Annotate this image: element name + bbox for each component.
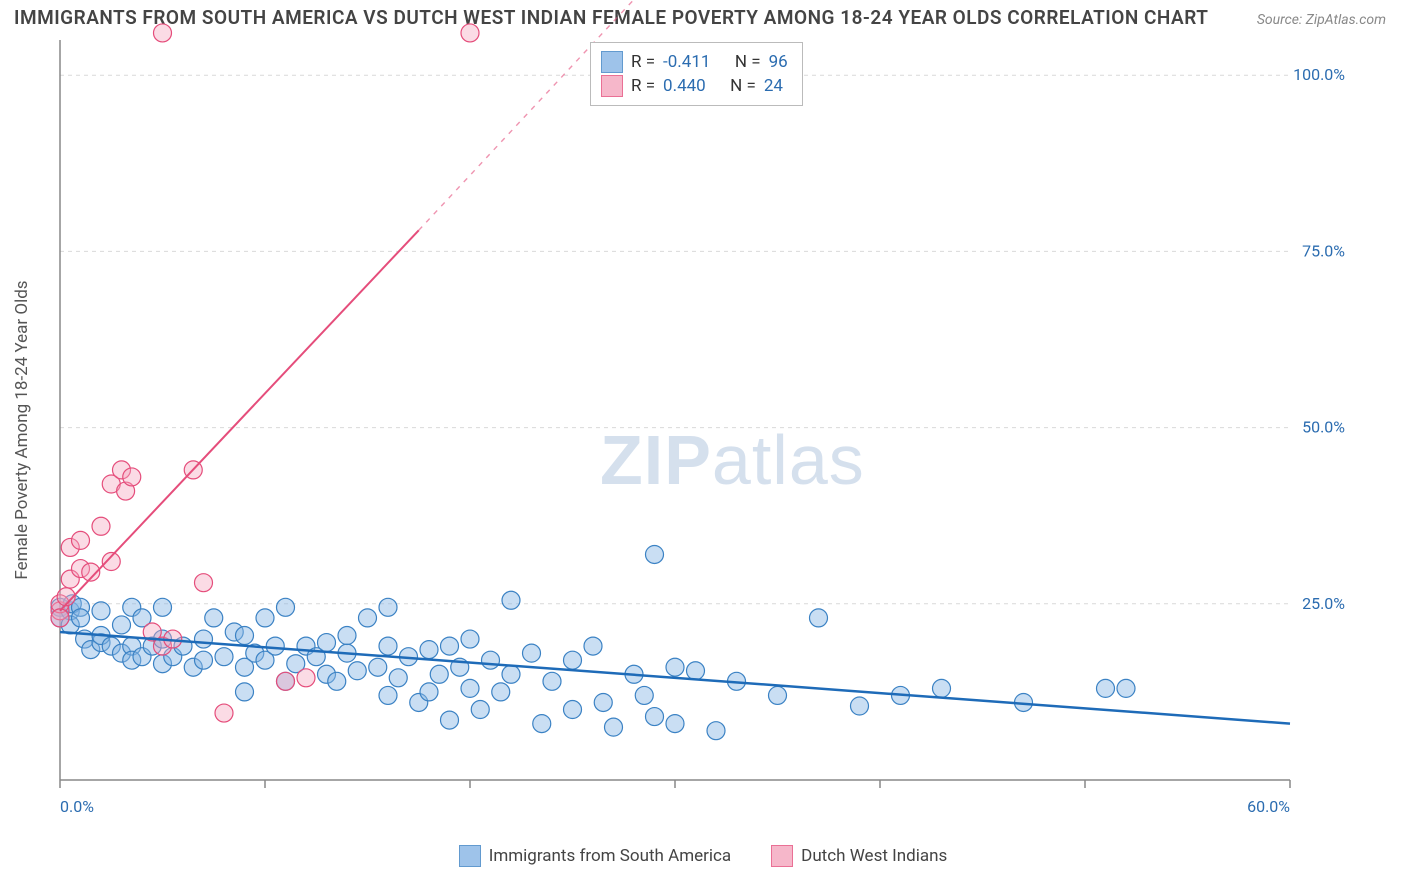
r-label: R = <box>631 52 655 72</box>
data-point <box>646 545 664 563</box>
data-point <box>236 683 254 701</box>
y-tick-label: 25.0% <box>1302 594 1345 613</box>
data-point <box>328 672 346 690</box>
data-point <box>461 630 479 648</box>
legend-swatch <box>771 845 793 867</box>
data-point <box>379 637 397 655</box>
data-point <box>369 658 387 676</box>
legend-row: R = -0.411 N = 96 <box>601 51 788 73</box>
data-point <box>72 531 90 549</box>
chart-title: IMMIGRANTS FROM SOUTH AMERICA VS DUTCH W… <box>14 6 1208 29</box>
n-label: N = <box>730 76 756 96</box>
data-point <box>1097 679 1115 697</box>
data-point <box>277 672 295 690</box>
data-point <box>461 24 479 42</box>
data-point <box>707 722 725 740</box>
y-tick-label: 100.0% <box>1293 65 1345 84</box>
data-point <box>359 609 377 627</box>
y-tick-label: 75.0% <box>1302 241 1345 260</box>
r-value-0: -0.411 <box>663 52 710 72</box>
data-point <box>441 711 459 729</box>
legend-item: Dutch West Indians <box>771 845 947 867</box>
data-point <box>502 591 520 609</box>
data-point <box>348 662 366 680</box>
data-point <box>471 701 489 719</box>
data-point <box>933 679 951 697</box>
data-point <box>195 574 213 592</box>
data-point <box>113 616 131 634</box>
x-tick-label: 0.0% <box>60 797 94 816</box>
data-point <box>584 637 602 655</box>
data-point <box>277 598 295 616</box>
data-point <box>195 630 213 648</box>
data-point <box>810 609 828 627</box>
data-point <box>154 24 172 42</box>
data-point <box>420 683 438 701</box>
legend-label: Immigrants from South America <box>489 846 731 866</box>
legend-swatch-pink <box>601 75 623 97</box>
x-tick-label: 60.0% <box>1247 797 1290 816</box>
data-point <box>266 637 284 655</box>
data-point <box>564 651 582 669</box>
data-point <box>635 686 653 704</box>
data-point <box>92 517 110 535</box>
y-axis-label: Female Poverty Among 18-24 Year Olds <box>12 280 32 579</box>
data-point <box>430 665 448 683</box>
data-point <box>482 651 500 669</box>
n-value-0: 96 <box>769 52 788 72</box>
data-point <box>564 701 582 719</box>
data-point <box>51 609 69 627</box>
source-attribution: Source: ZipAtlas.com <box>1257 12 1386 28</box>
data-point <box>769 686 787 704</box>
series-legend: Immigrants from South America Dutch West … <box>0 845 1406 867</box>
data-point <box>687 662 705 680</box>
data-point <box>492 683 510 701</box>
n-label: N = <box>735 52 761 72</box>
data-point <box>523 644 541 662</box>
data-point <box>72 609 90 627</box>
data-point <box>195 651 213 669</box>
data-point <box>533 715 551 733</box>
data-point <box>256 609 274 627</box>
data-point <box>389 669 407 687</box>
data-point <box>461 679 479 697</box>
y-tick-label: 50.0% <box>1302 418 1345 437</box>
data-point <box>215 648 233 666</box>
data-point <box>594 693 612 711</box>
data-point <box>646 708 664 726</box>
data-point <box>502 665 520 683</box>
scatter-plot: 25.0% 50.0% 75.0% 100.0% 0.0% 60.0% <box>50 40 1350 820</box>
data-point <box>205 609 223 627</box>
data-point <box>297 669 315 687</box>
legend-item: Immigrants from South America <box>459 845 731 867</box>
source-value: ZipAtlas.com <box>1306 12 1386 28</box>
data-point <box>379 686 397 704</box>
legend-row: R = 0.440 N = 24 <box>601 75 788 97</box>
data-point <box>215 704 233 722</box>
data-point <box>318 634 336 652</box>
data-point <box>441 637 459 655</box>
n-value-1: 24 <box>764 76 783 96</box>
data-point <box>666 715 684 733</box>
data-point <box>379 598 397 616</box>
data-point <box>420 641 438 659</box>
data-point <box>236 627 254 645</box>
correlation-legend: R = -0.411 N = 96 R = 0.440 N = 24 <box>590 42 803 106</box>
data-point <box>666 658 684 676</box>
legend-swatch <box>459 845 481 867</box>
source-label: Source: <box>1257 12 1302 28</box>
legend-swatch-blue <box>601 51 623 73</box>
r-value-1: 0.440 <box>663 76 706 96</box>
legend-label: Dutch West Indians <box>801 846 947 866</box>
data-point <box>123 468 141 486</box>
data-point <box>1117 679 1135 697</box>
data-point <box>338 627 356 645</box>
data-point <box>92 602 110 620</box>
data-point <box>154 598 172 616</box>
data-point <box>851 697 869 715</box>
r-label: R = <box>631 76 655 96</box>
data-point <box>543 672 561 690</box>
data-point <box>605 718 623 736</box>
